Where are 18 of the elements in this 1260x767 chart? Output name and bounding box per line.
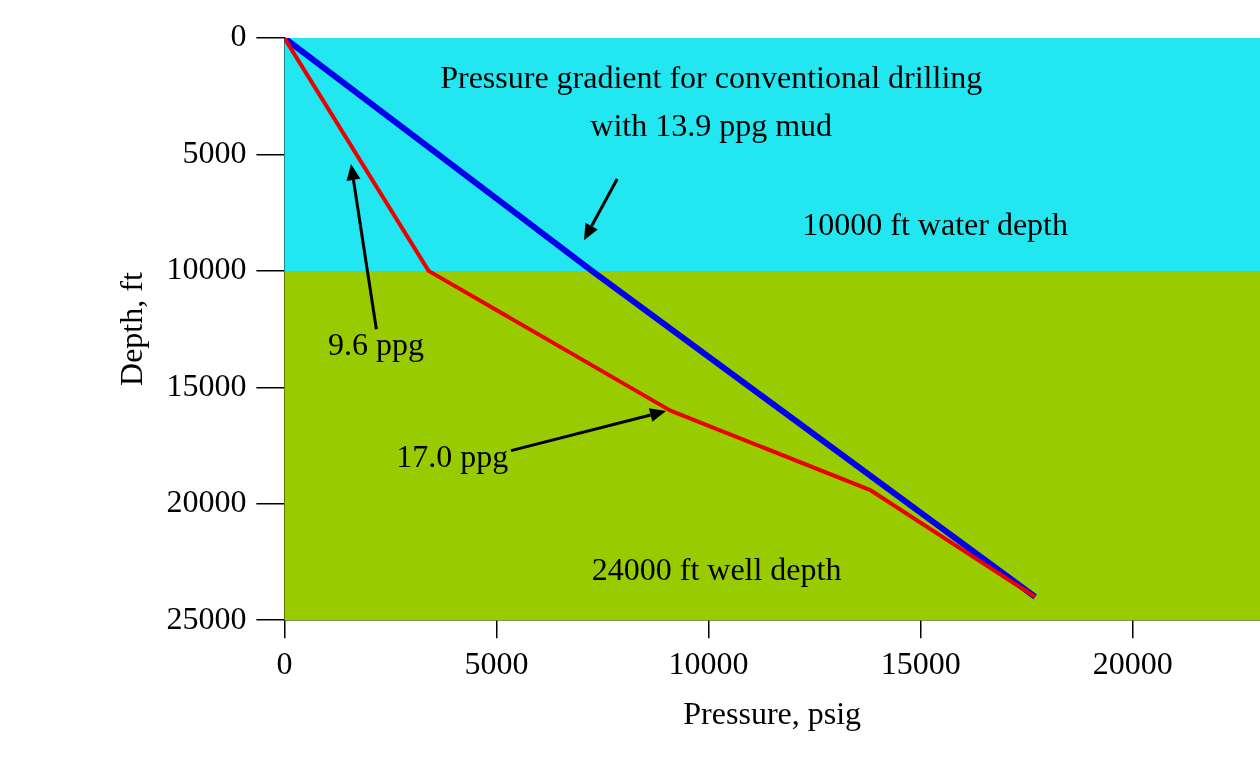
y-tick-label: 10000: [166, 250, 247, 287]
annotation: 9.6 ppg: [328, 325, 425, 362]
y-tick-label: 15000: [166, 366, 247, 403]
annotation: Pressure gradient for conventional drilling with 13.9 ppg mud: [440, 59, 983, 144]
x-tick-label: 5000: [464, 644, 529, 681]
annotation: 17.0 ppg: [396, 437, 509, 474]
band-label: 24000 ft well depth: [591, 550, 842, 587]
band-label: 10000 ft water depth: [802, 206, 1068, 243]
y-tick-label: 25000: [166, 599, 247, 636]
y-tick-label: 5000: [182, 133, 247, 170]
y-axis-title: Depth, ft: [112, 272, 149, 386]
y-tick-label: 20000: [166, 483, 247, 520]
y-tick-label: 0: [230, 17, 247, 54]
x-tick-label: 20000: [1092, 644, 1173, 681]
x-tick-label: 0: [276, 644, 293, 681]
x-axis-title: Pressure, psig: [683, 695, 862, 732]
x-tick-label: 15000: [880, 644, 961, 681]
x-tick-label: 10000: [668, 644, 749, 681]
